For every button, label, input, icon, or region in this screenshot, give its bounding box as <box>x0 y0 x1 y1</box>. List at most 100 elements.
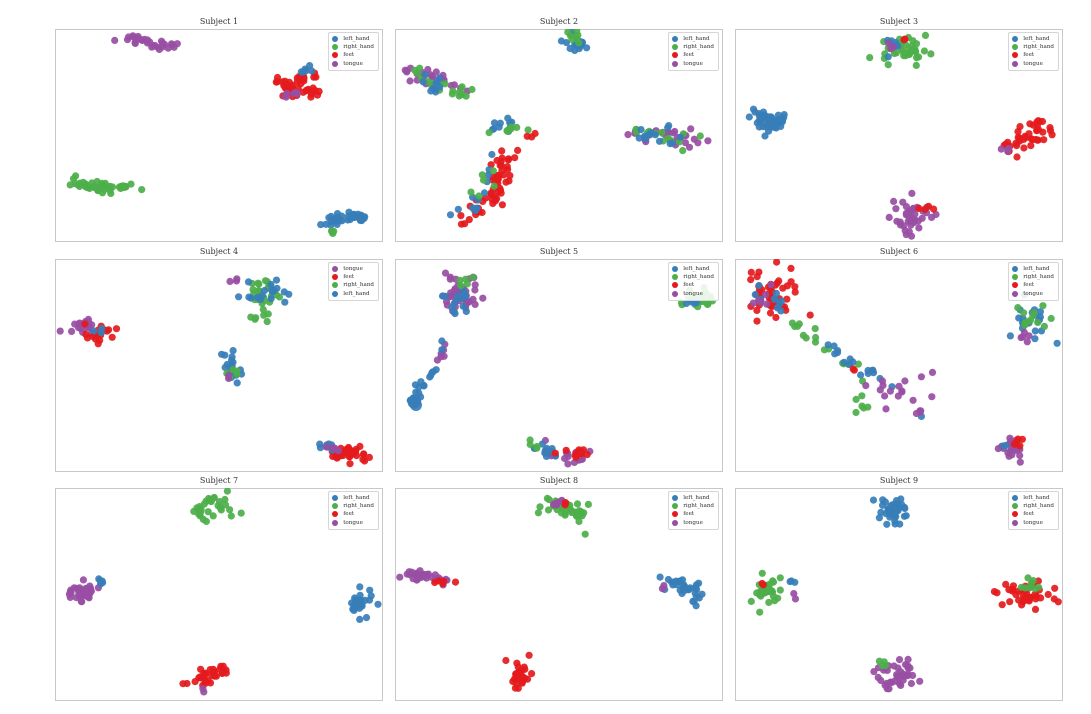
point-tongue <box>904 217 912 225</box>
legend-label: tongue <box>343 519 363 526</box>
legend-label: right_hand <box>343 44 374 51</box>
point-left-hand <box>635 134 643 142</box>
point-feet <box>523 132 531 140</box>
point-tongue <box>1018 333 1027 341</box>
point-right-hand <box>416 64 424 72</box>
legend-entry: tongue <box>1012 290 1054 298</box>
point-feet <box>551 449 559 457</box>
legend-entry: feet <box>332 51 374 59</box>
point-tongue <box>419 572 427 580</box>
point-left-hand <box>1053 339 1061 347</box>
point-feet <box>514 684 522 692</box>
point-tongue <box>895 382 903 390</box>
point-right-hand <box>904 50 912 58</box>
point-feet <box>465 216 473 224</box>
legend: left_hand right_hand feet tongue <box>328 32 379 71</box>
subplot-1: Subject 1 left_hand right_hand feet tongue <box>55 17 383 242</box>
point-feet <box>1014 128 1022 136</box>
point-tongue <box>550 500 558 508</box>
point-left-hand <box>772 289 780 297</box>
point-tongue <box>767 281 775 289</box>
point-left-hand <box>361 596 369 604</box>
cluster-right-hand <box>866 31 935 69</box>
point-feet <box>498 201 506 209</box>
legend-marker <box>672 503 679 510</box>
subplot-title: Subject 2 <box>539 17 579 26</box>
point-feet <box>1039 128 1047 136</box>
point-left-hand <box>773 116 781 124</box>
point-feet <box>208 671 216 680</box>
legend-entry: right_hand <box>672 502 714 510</box>
legend-entry: tongue <box>332 265 374 273</box>
cluster-tongue <box>997 144 1013 156</box>
point-left-hand <box>681 582 689 591</box>
cluster-feet <box>457 146 522 228</box>
point-right-hand <box>457 282 465 290</box>
legend-marker <box>332 519 339 526</box>
cluster-tongue <box>111 32 181 54</box>
point-tongue <box>892 205 900 213</box>
point-tongue <box>56 327 64 335</box>
legend-label: right_hand <box>1023 44 1054 51</box>
point-tongue <box>901 377 909 385</box>
point-feet <box>747 276 755 284</box>
point-tongue <box>225 371 233 379</box>
legend-marker <box>1012 60 1019 67</box>
point-tongue <box>79 576 87 584</box>
legend-marker <box>332 266 339 273</box>
point-feet <box>302 86 311 94</box>
point-left-hand <box>777 307 785 315</box>
legend-label: left_hand <box>1023 266 1050 273</box>
point-feet <box>583 451 591 459</box>
point-left-hand <box>692 602 700 610</box>
point-feet <box>219 662 227 670</box>
subplot-title: Subject 5 <box>539 247 579 256</box>
point-feet <box>1013 142 1021 150</box>
point-feet <box>1027 142 1035 150</box>
subplot-title: Subject 6 <box>879 247 919 256</box>
point-tongue <box>896 680 904 688</box>
subplot-2: Subject 2 left_hand right_hand feet tongue <box>395 17 723 242</box>
cluster-left-hand <box>235 276 293 306</box>
point-feet <box>791 283 799 291</box>
cluster-right-hand <box>747 569 784 616</box>
cluster-left-hand <box>297 62 316 76</box>
point-right-hand <box>912 61 920 69</box>
point-tongue <box>704 137 712 145</box>
point-feet <box>1025 596 1033 604</box>
cluster-feet <box>849 365 858 374</box>
cluster-feet <box>900 35 909 44</box>
point-right-hand <box>544 506 553 514</box>
point-right-hand <box>884 61 892 69</box>
point-feet <box>505 155 513 163</box>
legend-label: tongue <box>683 519 703 526</box>
point-left-hand <box>412 388 420 396</box>
point-right-hand <box>226 506 234 514</box>
point-feet <box>1038 117 1047 126</box>
point-tongue <box>893 671 901 679</box>
point-tongue <box>898 388 906 396</box>
legend-label: feet <box>343 52 355 59</box>
legend-label: right_hand <box>343 282 374 289</box>
point-right-hand <box>858 392 866 400</box>
point-feet <box>346 460 354 468</box>
point-right-hand <box>776 574 784 582</box>
legend-entry: left_hand <box>1012 494 1054 502</box>
legend-label: tongue <box>1023 60 1043 67</box>
point-tongue <box>1009 446 1018 454</box>
cluster-tongue <box>885 39 897 53</box>
point-tongue <box>85 594 93 602</box>
point-left-hand <box>350 605 358 613</box>
point-left-hand <box>429 368 437 376</box>
legend-marker <box>332 36 339 43</box>
legend-marker <box>1012 36 1019 43</box>
point-right-hand <box>696 132 704 140</box>
point-tongue <box>882 405 890 413</box>
point-left-hand <box>656 573 664 581</box>
point-feet <box>1016 442 1024 450</box>
legend-marker <box>1012 495 1019 502</box>
point-feet <box>518 673 526 681</box>
point-right-hand <box>679 147 687 155</box>
point-right-hand <box>658 129 666 137</box>
point-right-hand <box>91 183 99 191</box>
